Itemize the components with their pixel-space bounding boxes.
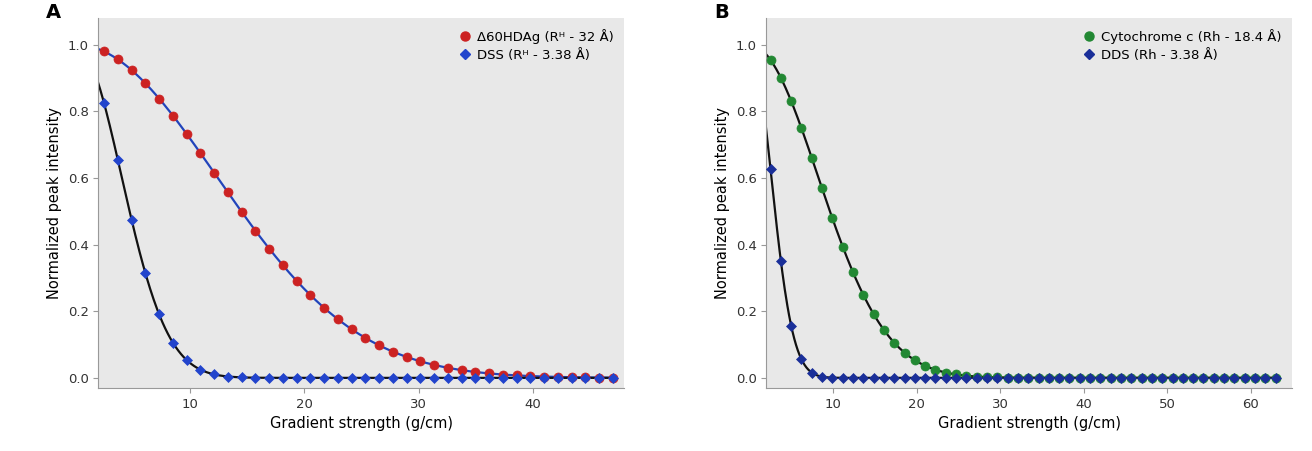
Legend: Δ60HDAg (Rᴴ - 32 Å), DSS (Rᴴ - 3.38 Å): Δ60HDAg (Rᴴ - 32 Å), DSS (Rᴴ - 3.38 Å) xyxy=(457,25,618,66)
X-axis label: Gradient strength (g/cm): Gradient strength (g/cm) xyxy=(270,416,453,431)
Text: B: B xyxy=(714,3,728,22)
Text: A: A xyxy=(46,3,60,22)
Y-axis label: Normalized peak intensity: Normalized peak intensity xyxy=(47,107,62,299)
Y-axis label: Normalized peak intensity: Normalized peak intensity xyxy=(715,107,729,299)
Legend: Cytochrome c (Rh - 18.4 Å), DDS (Rh - 3.38 Å): Cytochrome c (Rh - 18.4 Å), DDS (Rh - 3.… xyxy=(1080,25,1286,66)
X-axis label: Gradient strength (g/cm): Gradient strength (g/cm) xyxy=(938,416,1120,431)
